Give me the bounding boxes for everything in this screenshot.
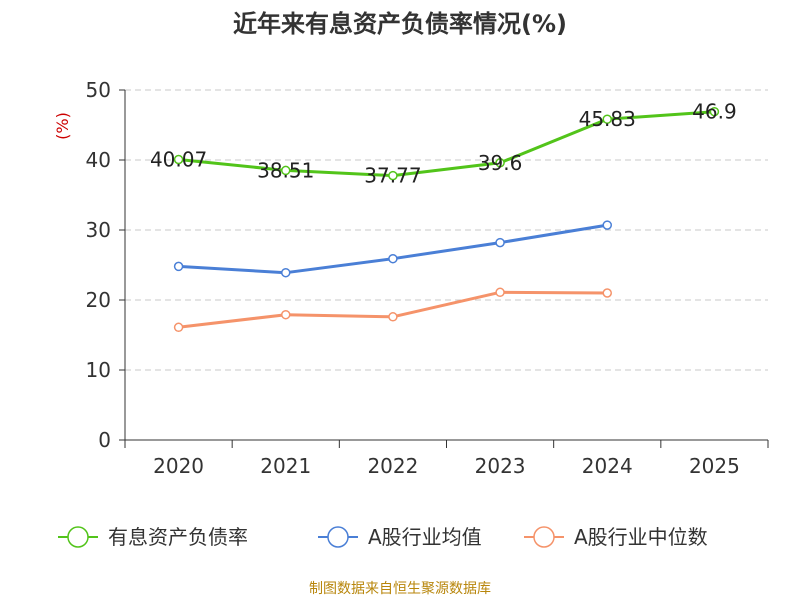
chart-title: 近年来有息资产负债率情况(%)	[233, 10, 567, 38]
grid-lines	[125, 89, 768, 371]
y-tick-label-0: 0	[98, 428, 111, 452]
series-lines	[178, 110, 715, 329]
series-points	[173, 106, 720, 333]
legend-swatch-marker	[533, 526, 555, 548]
legend-label: 有息资产负债率	[108, 525, 248, 549]
tick-labels: 0 10 20 30 40 50 2020 2021 2022 2023 2024 2025	[86, 78, 740, 478]
y-tick-label-20: 20	[86, 288, 111, 312]
y-tick-label-40: 40	[86, 148, 111, 172]
point-0-2023	[495, 158, 505, 168]
data-label-2025: 46.9	[692, 100, 737, 124]
x-tick-label-2022: 2022	[367, 454, 418, 478]
x-tick-label-2024: 2024	[582, 454, 633, 478]
point-0-2024	[602, 114, 612, 124]
point-2-2024	[602, 288, 612, 298]
x-tick-label-2020: 2020	[153, 454, 204, 478]
y-tick-label-10: 10	[86, 358, 111, 382]
legend-label: A股行业中位数	[574, 525, 708, 549]
series-line-0	[178, 110, 715, 178]
series-line-2	[178, 290, 608, 329]
legend-item-0[interactable]: 有息资产负债率	[58, 525, 248, 549]
x-tick-label-2023: 2023	[475, 454, 526, 478]
point-2-2022	[388, 312, 398, 322]
point-1-2024	[602, 220, 612, 230]
data-label-2021: 38.51	[257, 158, 314, 182]
legend: 有息资产负债率 A股行业均值 A股行业中位数	[58, 525, 708, 549]
y-tick-label-50: 50	[86, 78, 111, 102]
y-axis-label: (%)	[53, 112, 72, 140]
legend-item-1[interactable]: A股行业均值	[318, 525, 482, 549]
data-label-2020: 40.07	[150, 148, 207, 172]
point-1-2022	[388, 253, 398, 264]
legend-swatch-marker	[327, 526, 349, 548]
legend-label: A股行业均值	[368, 525, 482, 549]
data-label-2024: 45.83	[579, 107, 636, 131]
data-labels: 40.07 38.51 37.77 39.6 45.83 46.9	[150, 100, 737, 188]
point-1-2021	[281, 267, 291, 278]
point-1-2023	[495, 237, 505, 248]
series-line-1	[178, 223, 608, 275]
x-tick-label-2025: 2025	[689, 454, 740, 478]
source-note: 制图数据来自恒生聚源数据库	[309, 581, 491, 597]
point-2-2021	[281, 309, 291, 320]
legend-item-2[interactable]: A股行业中位数	[524, 525, 708, 549]
point-0-2020	[173, 154, 184, 165]
point-2-2020	[173, 322, 184, 333]
point-0-2021	[281, 165, 291, 176]
axes	[119, 89, 769, 448]
data-label-2022: 37.77	[364, 164, 421, 188]
point-0-2025	[709, 106, 720, 117]
x-tick-label-2021: 2021	[260, 454, 311, 478]
data-label-2023: 39.6	[478, 151, 523, 175]
point-0-2022	[388, 170, 398, 181]
y-tick-label-30: 30	[86, 218, 111, 242]
point-2-2023	[495, 287, 505, 298]
legend-swatch-marker	[67, 526, 89, 548]
point-1-2020	[173, 261, 184, 272]
